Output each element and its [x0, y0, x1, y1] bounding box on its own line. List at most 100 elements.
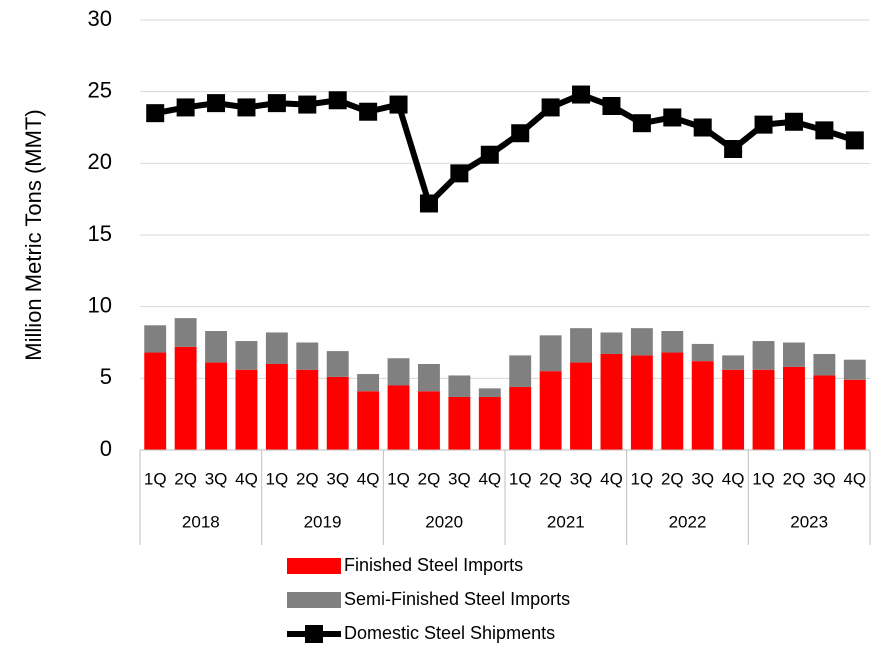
marker — [146, 104, 165, 123]
bar — [448, 396, 471, 450]
bar — [265, 364, 288, 450]
marker — [176, 98, 195, 117]
x-tick-label: 3Q — [205, 469, 228, 488]
y-tick-label: 20 — [88, 149, 112, 174]
marker — [784, 112, 803, 131]
x-tick-label: 1Q — [266, 469, 289, 488]
marker — [845, 131, 864, 150]
marker — [298, 95, 317, 114]
bar — [570, 328, 592, 363]
y-tick-label: 30 — [88, 6, 112, 31]
bar — [813, 353, 836, 376]
marker — [267, 94, 286, 113]
bar — [418, 391, 440, 450]
bar — [783, 366, 805, 450]
marker — [419, 194, 438, 213]
marker — [663, 108, 682, 127]
marker — [693, 118, 712, 137]
bar — [509, 386, 532, 450]
x-tick-label: 4Q — [357, 469, 380, 488]
bar — [144, 352, 167, 450]
bar — [661, 352, 684, 450]
bar — [630, 328, 653, 356]
group-label: 2020 — [425, 512, 463, 531]
marker — [450, 164, 469, 183]
group-label: 2019 — [304, 512, 342, 531]
marker — [480, 145, 499, 164]
bar — [296, 369, 319, 450]
bar — [205, 331, 227, 363]
x-tick-label: 3Q — [691, 469, 714, 488]
x-tick-label: 3Q — [570, 469, 593, 488]
bar — [752, 341, 775, 370]
x-tick-label: 1Q — [387, 469, 410, 488]
x-tick-label: 2Q — [296, 469, 319, 488]
legend-marker — [305, 625, 323, 643]
marker — [541, 98, 560, 117]
x-tick-label: 3Q — [813, 469, 836, 488]
x-tick-label: 4Q — [235, 469, 258, 488]
bar — [387, 358, 410, 386]
legend-swatch — [287, 592, 341, 608]
bar — [265, 332, 288, 364]
y-tick-label: 25 — [88, 77, 112, 102]
bar — [630, 355, 653, 450]
bar — [661, 331, 684, 353]
bar — [722, 369, 745, 450]
marker — [632, 114, 651, 133]
bar — [235, 369, 258, 450]
x-tick-label: 3Q — [326, 469, 349, 488]
bar — [174, 318, 197, 347]
marker — [511, 124, 530, 143]
bar — [326, 351, 349, 377]
legend-label: Finished Steel Imports — [344, 555, 523, 575]
x-tick-label: 1Q — [752, 469, 775, 488]
group-label: 2021 — [547, 512, 585, 531]
bar — [539, 371, 562, 450]
bar — [144, 325, 167, 353]
line — [154, 91, 856, 207]
bar — [752, 369, 775, 450]
marker — [724, 140, 743, 158]
x-tick-label: 4Q — [843, 469, 866, 488]
group-label: 2023 — [790, 512, 828, 531]
y-tick-label: 0 — [100, 436, 112, 461]
bar — [357, 374, 380, 392]
x-tick-label: 2Q — [661, 469, 684, 488]
bar — [691, 343, 714, 362]
legend-swatch — [287, 558, 341, 574]
bar — [843, 379, 866, 450]
group-label: 2022 — [669, 512, 707, 531]
bar — [813, 375, 836, 450]
bar — [326, 376, 349, 450]
x-tick-label: 1Q — [144, 469, 167, 488]
marker — [359, 102, 378, 121]
bar — [448, 375, 471, 397]
bar — [235, 341, 258, 370]
bar — [478, 388, 501, 397]
bar — [387, 385, 410, 450]
marker — [328, 91, 347, 110]
bar — [174, 346, 197, 450]
bar — [478, 396, 501, 450]
bar — [600, 353, 623, 450]
x-tick-label: 2Q — [174, 469, 197, 488]
y-tick-label: 5 — [100, 364, 112, 389]
bar — [539, 335, 562, 372]
x-tick-label: 1Q — [631, 469, 654, 488]
bar — [296, 342, 319, 370]
marker — [389, 95, 408, 114]
x-tick-label: 2Q — [418, 469, 441, 488]
x-tick-label: 2Q — [539, 469, 562, 488]
marker — [602, 97, 621, 115]
y-tick-label: 15 — [88, 221, 112, 246]
x-tick-label: 4Q — [478, 469, 501, 488]
bar — [357, 391, 380, 450]
bar — [843, 359, 866, 380]
marker — [207, 94, 226, 113]
bar — [509, 355, 532, 387]
bar — [783, 342, 805, 367]
legend-label: Domestic Steel Shipments — [344, 623, 555, 643]
x-tick-label: 2Q — [783, 469, 806, 488]
